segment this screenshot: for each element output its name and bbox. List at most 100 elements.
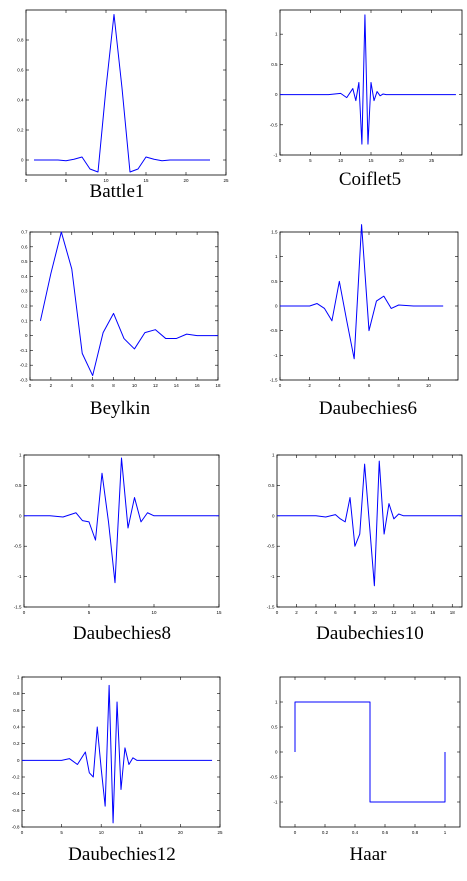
daubechies12-caption: Daubechies12 <box>68 844 176 865</box>
y-tick-label: -0.4 <box>12 791 20 796</box>
y-tick-label: 0.2 <box>17 128 24 133</box>
daubechies10-wavelet-line <box>277 460 462 587</box>
x-tick-label: 1 <box>444 830 447 835</box>
y-tick-label: 0.4 <box>21 274 28 279</box>
x-tick-label: 10 <box>99 830 105 835</box>
axes-frame <box>276 454 463 608</box>
y-tick-label: 1 <box>275 32 278 37</box>
x-tick-label: 20 <box>399 158 405 163</box>
y-tick-label: -1 <box>273 800 277 805</box>
y-tick-label: -0.5 <box>270 328 278 333</box>
x-tick-label: 16 <box>195 383 201 388</box>
y-tick-label: 0 <box>275 92 278 97</box>
x-tick-label: 12 <box>153 383 159 388</box>
y-tick-label: 0.7 <box>21 230 28 235</box>
x-tick-label: 0 <box>29 383 32 388</box>
y-tick-label: -1.5 <box>267 605 275 610</box>
x-tick-label: 0.2 <box>322 830 329 835</box>
y-tick-label: 1 <box>275 254 278 259</box>
x-tick-label: 0 <box>21 830 24 835</box>
x-tick-label: 0.4 <box>352 830 359 835</box>
x-tick-label: 10 <box>426 383 432 388</box>
x-tick-label: 2 <box>50 383 53 388</box>
axes-frame <box>29 231 219 381</box>
x-tick-label: 10 <box>151 610 157 615</box>
y-tick-label: 0.5 <box>271 62 278 67</box>
y-tick-label: 0.5 <box>21 259 28 264</box>
daubechies6-wavelet-line <box>280 224 444 360</box>
coiflet5-caption: Coiflet5 <box>338 169 402 190</box>
x-tick-label: 18 <box>450 610 456 615</box>
y-tick-label: 0 <box>25 333 28 338</box>
y-tick-label: 0.5 <box>15 483 22 488</box>
y-tick-label: 0 <box>275 304 278 309</box>
y-tick-label: -0.3 <box>20 378 28 383</box>
haar-plot: 0 0.2 0.4 0.6 0.8 1 -1 -0.5 0 0.5 1 <box>270 676 461 835</box>
x-tick-label: 16 <box>430 610 436 615</box>
axes-frame <box>21 676 221 828</box>
x-tick-label: 14 <box>174 383 180 388</box>
axes-frame <box>25 9 227 176</box>
x-tick-label: 25 <box>217 830 223 835</box>
y-tick-label: -0.5 <box>270 122 278 127</box>
battle1-plot: 0 5 10 15 20 25 0 0.2 0.4 0.6 0.8 <box>17 9 229 183</box>
x-tick-label: 15 <box>143 178 149 183</box>
y-tick-label: 0.5 <box>268 483 275 488</box>
x-tick-label: 8 <box>354 610 357 615</box>
coiflet5-wavelet-line <box>280 14 456 145</box>
y-tick-label: -0.5 <box>14 544 22 549</box>
x-tick-label: 15 <box>216 610 222 615</box>
x-tick-label: 0.6 <box>382 830 389 835</box>
battle1-wavelet-line <box>34 14 210 173</box>
axes-frame <box>23 454 220 608</box>
y-tick-label: 0.8 <box>13 691 20 696</box>
battle1-caption: Battle1 <box>89 181 145 202</box>
y-tick-label: 1.5 <box>271 230 278 235</box>
y-tick-label: -1 <box>273 353 277 358</box>
y-tick-label: -1 <box>17 574 21 579</box>
x-tick-label: 2 <box>295 610 298 615</box>
daubechies12-plot: 0 5 10 15 20 25 -0.8 -0.6 -0.4 -0.2 0 0.2 0.4 0.6 0.8 1 <box>12 675 223 836</box>
x-tick-label: 6 <box>334 610 337 615</box>
x-tick-label: 4 <box>338 383 341 388</box>
y-tick-label: 0.4 <box>13 725 20 730</box>
y-tick-label: 0.4 <box>17 98 24 103</box>
y-tick-label: 0 <box>17 758 20 763</box>
x-tick-label: 20 <box>183 178 189 183</box>
y-tick-label: 0.2 <box>21 304 28 309</box>
y-tick-label: 1 <box>17 675 20 680</box>
x-tick-label: 20 <box>178 830 184 835</box>
y-tick-label: 1 <box>275 700 278 705</box>
x-tick-label: 10 <box>103 178 109 183</box>
x-tick-label: 8 <box>112 383 115 388</box>
beylkin-caption: Beylkin <box>89 398 151 419</box>
x-tick-label: 15 <box>368 158 374 163</box>
y-tick-label: 0.2 <box>13 741 20 746</box>
x-tick-label: 8 <box>397 383 400 388</box>
y-tick-label: 0 <box>272 513 275 518</box>
y-tick-label: -0.5 <box>270 775 278 780</box>
daubechies10-caption: Daubechies10 <box>316 623 424 644</box>
y-tick-label: -0.5 <box>267 544 275 549</box>
y-tick-label: 0 <box>21 158 24 163</box>
x-tick-label: 0 <box>25 178 28 183</box>
x-tick-label: 12 <box>391 610 397 615</box>
y-tick-label: -0.8 <box>12 825 20 830</box>
x-tick-label: 14 <box>411 610 417 615</box>
x-tick-label: 0 <box>23 610 26 615</box>
y-tick-label: 1 <box>19 453 22 458</box>
x-tick-label: 15 <box>138 830 144 835</box>
x-tick-label: 0.8 <box>412 830 419 835</box>
x-tick-label: 10 <box>338 158 344 163</box>
x-tick-label: 0 <box>294 830 297 835</box>
y-tick-label: 0 <box>275 750 278 755</box>
x-tick-label: 18 <box>215 383 221 388</box>
y-tick-label: 0.5 <box>271 279 278 284</box>
daubechies8-wavelet-line <box>24 457 219 584</box>
x-tick-label: 25 <box>223 178 229 183</box>
x-tick-label: 5 <box>65 178 68 183</box>
y-tick-label: 0.6 <box>13 708 20 713</box>
daubechies10-plot: 0 2 4 6 8 10 12 14 16 18 -1.5 -1 -0.5 0 0.5 1 <box>267 453 463 615</box>
y-tick-label: 0.1 <box>21 318 28 323</box>
daubechies8-caption: Daubechies8 <box>72 623 172 644</box>
